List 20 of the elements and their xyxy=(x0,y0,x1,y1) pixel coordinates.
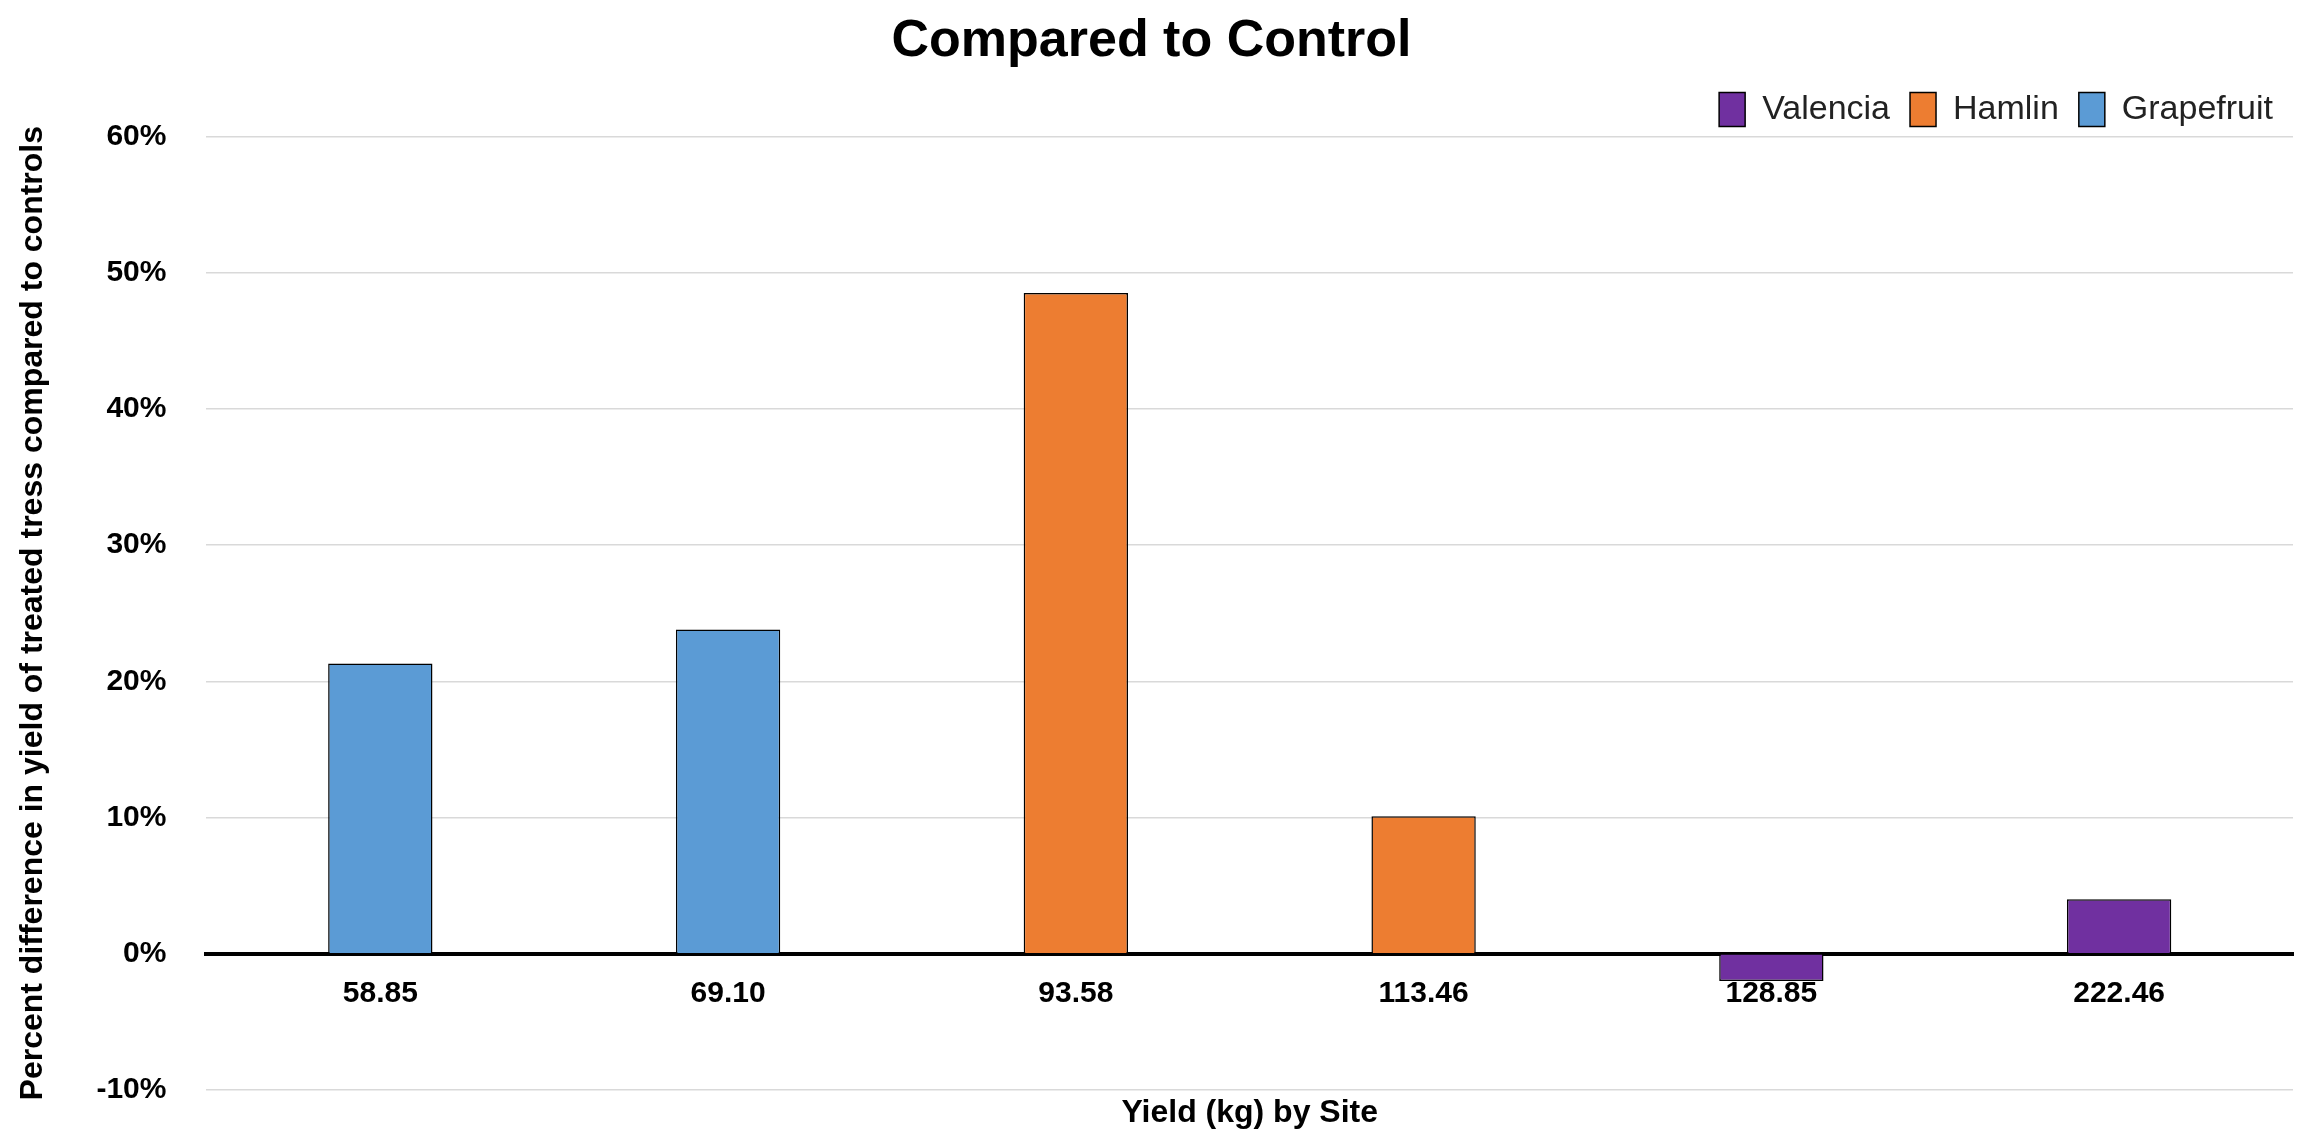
x-tick-label: 113.46 xyxy=(1378,975,1469,1009)
y-tick-label: 40% xyxy=(106,390,167,424)
x-tick-label: 58.85 xyxy=(342,975,418,1009)
chart-title: Compared to Control xyxy=(891,8,1412,67)
x-tick-label: 69.10 xyxy=(690,975,766,1009)
y-tick-label: 0% xyxy=(123,935,167,969)
legend-label: Valencia xyxy=(1762,87,1891,126)
y-tick-label: 30% xyxy=(106,526,167,560)
y-tick-label: 60% xyxy=(106,117,167,151)
x-tick-label: 222.46 xyxy=(2073,975,2165,1009)
y-axis-title: Percent difference in yield of treated tress compared to controls xyxy=(13,125,50,1101)
y-tick-label: 20% xyxy=(106,662,167,696)
y-tick-label: 10% xyxy=(106,798,167,832)
y-tick-label: -10% xyxy=(96,1071,167,1105)
legend-label: Hamlin xyxy=(1953,87,2059,126)
x-tick-label: 93.58 xyxy=(1038,975,1114,1009)
x-axis-title: Yield (kg) by Site xyxy=(1121,1092,1379,1129)
x-tick-label: 128.85 xyxy=(1725,975,1818,1009)
legend-label: Grapefruit xyxy=(2121,87,2274,126)
y-tick-label: 50% xyxy=(106,253,167,287)
